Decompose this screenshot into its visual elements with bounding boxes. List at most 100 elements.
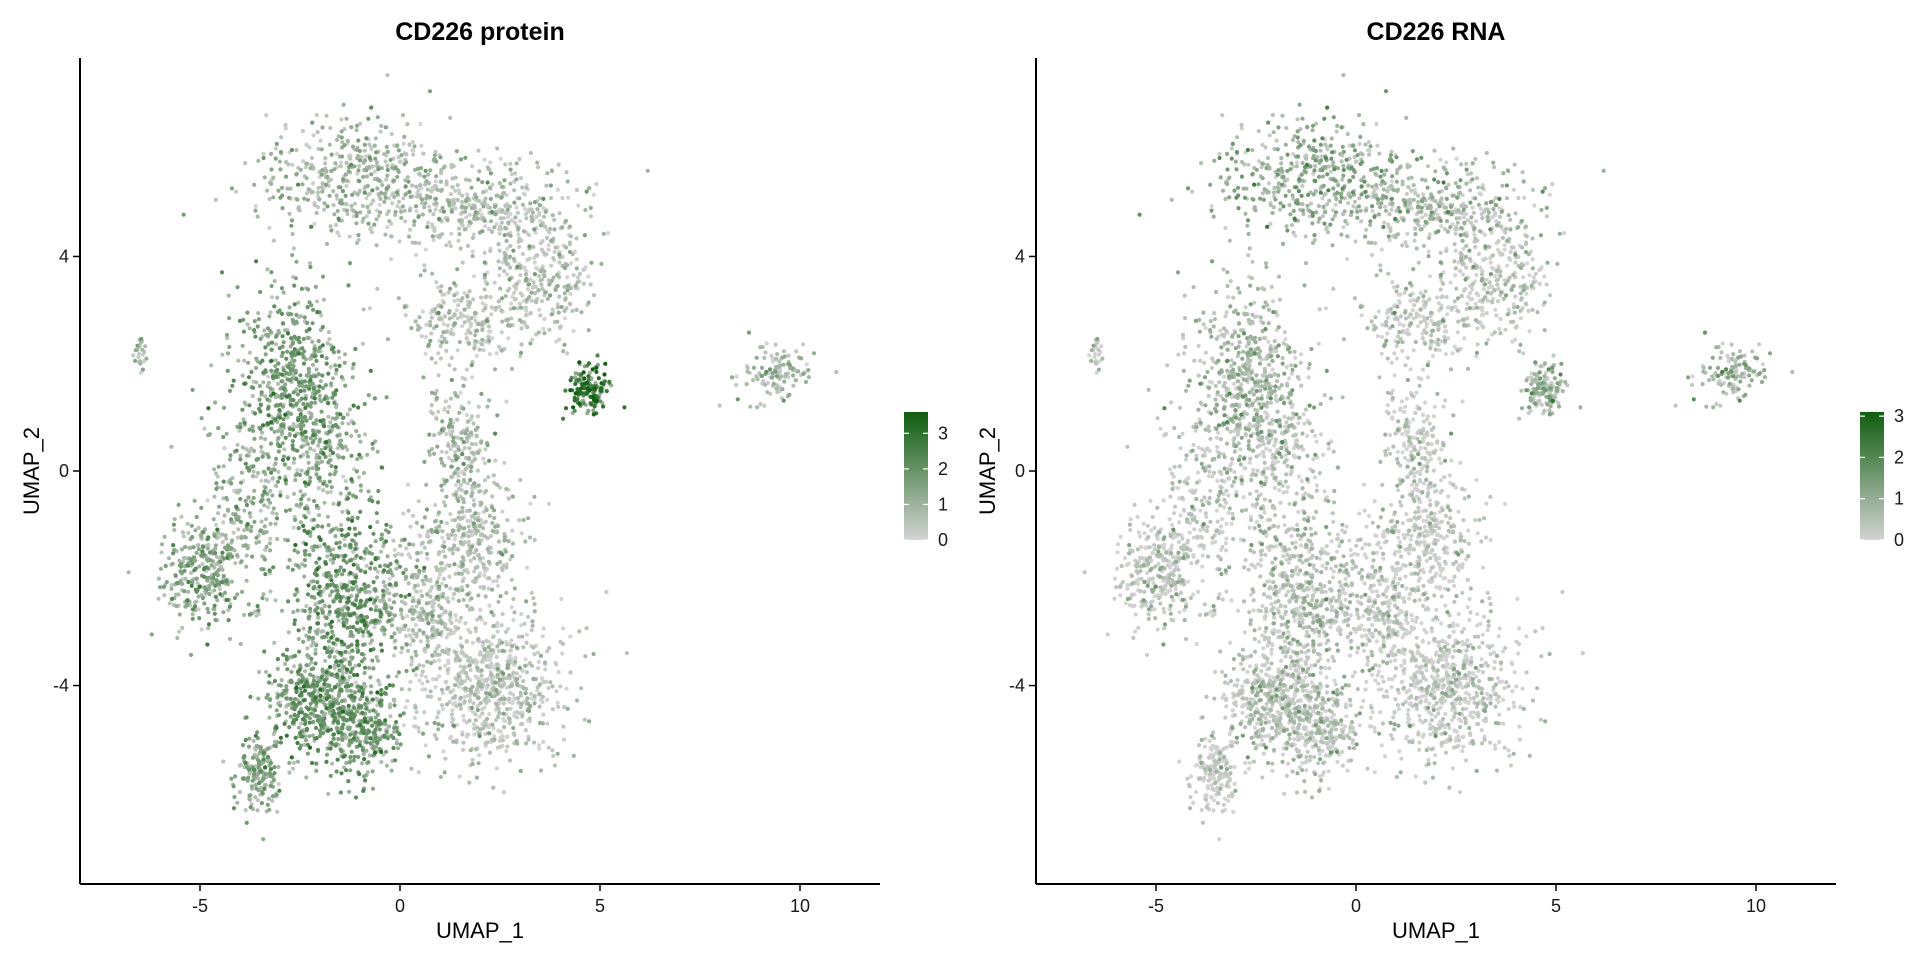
cell-point [537, 720, 543, 726]
cell-point [227, 636, 233, 642]
cell-point [510, 528, 515, 533]
cell-point [413, 705, 418, 710]
cell-point [285, 538, 290, 543]
cell-point [222, 590, 227, 595]
cell-point [322, 500, 327, 505]
cell-point [244, 553, 249, 558]
cell-point [326, 523, 331, 528]
cell-point [358, 488, 363, 493]
cell-point [470, 491, 475, 496]
cell-point [329, 228, 334, 233]
cell-point [274, 511, 279, 516]
cell-point [403, 192, 408, 197]
cell-point [744, 382, 749, 387]
cell-point [467, 780, 472, 785]
cell-point [538, 269, 543, 274]
cell-point [185, 521, 190, 526]
cell-point [489, 505, 495, 510]
cell-point [420, 197, 425, 202]
cell-point [773, 356, 779, 361]
cell-point [469, 414, 474, 419]
cell-point [222, 405, 227, 410]
cell-point [298, 167, 303, 172]
cell-point [432, 228, 437, 233]
cell-point [483, 447, 488, 452]
cell-point [429, 527, 434, 532]
cell-point [480, 327, 485, 332]
cell-point [515, 696, 521, 701]
cell-point [250, 755, 255, 760]
cell-point [468, 630, 473, 635]
cell-point [283, 159, 289, 165]
cell-point [448, 631, 453, 637]
cell-point [383, 232, 388, 237]
cell-point [448, 286, 453, 291]
cell-point [366, 393, 371, 398]
cell-point [337, 200, 343, 205]
cell-point [261, 837, 266, 842]
cell-point [502, 269, 507, 274]
cell-point [370, 658, 375, 663]
cell-point [440, 649, 445, 654]
cell-point [487, 352, 492, 357]
cell-point [316, 466, 321, 471]
cell-point [495, 672, 500, 677]
cell-point [512, 200, 517, 205]
cell-point [274, 483, 279, 488]
cell-point [341, 705, 346, 710]
cell-point [385, 225, 390, 230]
cell-point [304, 775, 309, 780]
cell-point [456, 466, 461, 471]
cell-point [334, 193, 339, 198]
cell-point [245, 310, 250, 315]
cell-point [475, 414, 480, 419]
cell-point [301, 639, 306, 645]
cell-point [389, 257, 394, 262]
cell-point [428, 323, 433, 328]
cell-point [326, 460, 331, 465]
cell-point [235, 442, 240, 447]
cell-point [276, 713, 281, 718]
cell-point [308, 446, 313, 451]
cell-point [537, 210, 542, 216]
cell-point [564, 170, 569, 175]
cell-point [487, 338, 492, 343]
cell-point [285, 495, 290, 500]
cell-point [448, 417, 453, 422]
cell-point [591, 651, 596, 657]
cell-point [730, 375, 735, 380]
cell-point [523, 305, 529, 310]
cell-point [464, 367, 469, 372]
cell-point [425, 556, 430, 561]
cell-point [189, 523, 194, 528]
cell-point [539, 676, 545, 681]
cell-point [385, 570, 390, 575]
cell-point [463, 686, 468, 691]
cell-point [478, 701, 483, 706]
cell-point [294, 148, 299, 153]
cell-point [362, 432, 368, 437]
cell-point [304, 176, 309, 181]
cell-point [421, 609, 426, 614]
cell-point [450, 528, 455, 533]
cell-point [497, 248, 502, 253]
cell-point [498, 729, 504, 734]
cell-point [433, 149, 438, 154]
cell-point [359, 659, 365, 664]
cell-point [476, 593, 481, 598]
cell-point [476, 761, 481, 766]
cell-point [499, 348, 504, 353]
cell-point [526, 614, 531, 619]
cell-point [364, 196, 369, 201]
cell-point [332, 212, 337, 217]
cell-point [311, 517, 316, 522]
cell-point [435, 580, 440, 585]
cell-point [504, 642, 509, 647]
cell-point [468, 668, 473, 673]
cell-point [224, 332, 230, 337]
cell-point [480, 711, 485, 716]
cell-point [304, 450, 309, 455]
cell-point [467, 212, 472, 217]
cell-point [185, 602, 190, 608]
cell-point [495, 583, 501, 589]
